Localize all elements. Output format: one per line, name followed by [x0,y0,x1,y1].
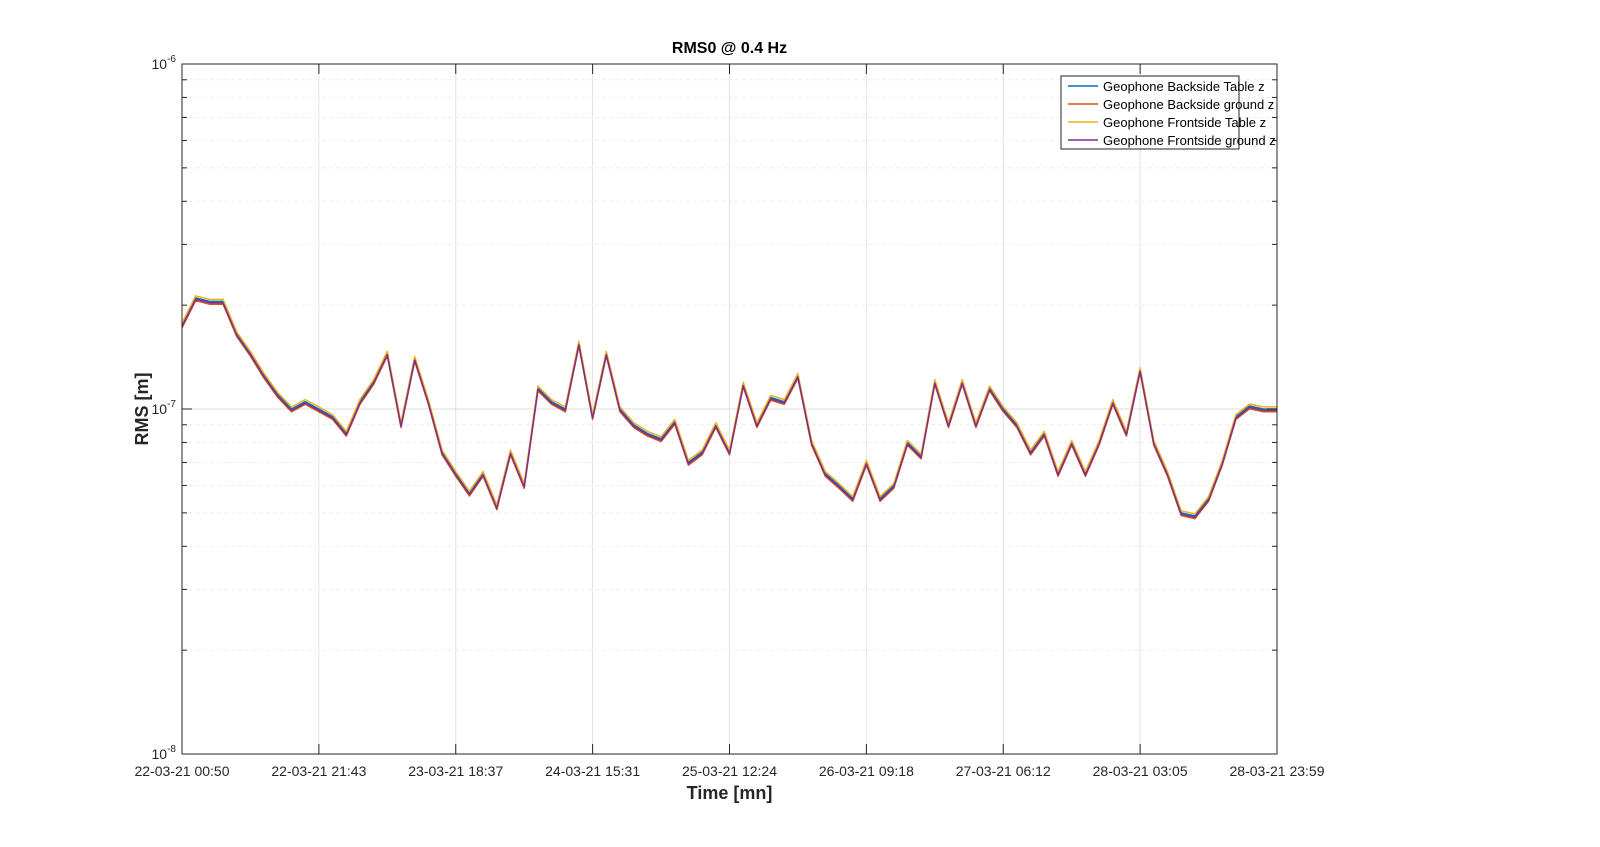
x-tick-label: 22-03-21 21:43 [271,763,366,779]
legend-label: Geophone Backside ground z [1103,97,1274,112]
series-line [181,298,1277,519]
legend-box [1060,75,1240,150]
x-tick-label: 27-03-21 06:12 [956,763,1051,779]
y-tick-exponent: -7 [167,399,176,410]
legend-label: Geophone Frontside Table z [1103,115,1266,130]
legend-label: Geophone Frontside ground z [1103,133,1276,148]
y-tick-exponent: -6 [167,54,176,65]
chart-title: RMS0 @ 0.4 Hz [672,40,787,57]
x-tick-label: 23-03-21 18:37 [408,763,503,779]
legend-label: Geophone Backside Table z [1103,79,1265,94]
series-layer [181,295,1277,520]
x-axis-label: Time [mn] [687,783,773,803]
x-tick-label: 28-03-21 23:59 [1230,763,1325,779]
x-tick-label: 24-03-21 15:31 [545,763,640,779]
x-tick-label: 28-03-21 03:05 [1093,763,1188,779]
x-tick-label: 26-03-21 09:18 [819,763,914,779]
y-tick-exponent: -8 [167,744,176,755]
tick-layer: 22-03-21 00:50 22-03-21 21:43 23-03-21 18:… [135,54,1325,779]
x-tick-label: 25-03-21 12:24 [682,763,777,779]
y-axis-label: RMS [m] [132,373,152,446]
x-tick-label: 22-03-21 00:50 [135,763,230,779]
legend: Geophone Backside Table z Geophone Backsi… [1060,75,1276,150]
